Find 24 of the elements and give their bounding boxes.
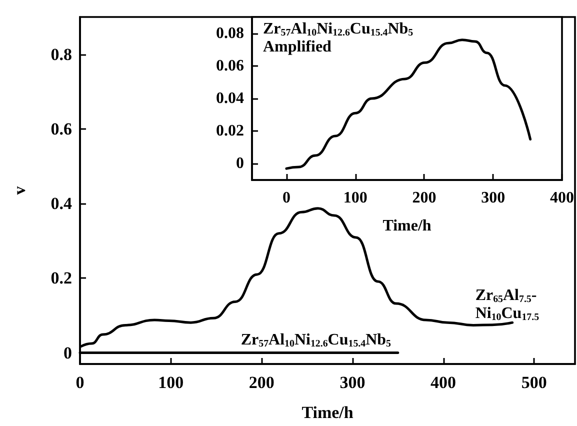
x-tick-label: 200 bbox=[412, 190, 436, 206]
y-tick-label: 0.08 bbox=[216, 24, 244, 42]
x-tick-label: 100 bbox=[343, 190, 368, 206]
x-tick-label: 500 bbox=[521, 373, 547, 392]
x-tick-label: 400 bbox=[550, 190, 574, 206]
y-tick-label: 0 bbox=[236, 155, 244, 172]
y-tick-label: 0.8 bbox=[50, 44, 72, 64]
y-axis-title: v bbox=[10, 186, 29, 195]
y-tick-label: 0.06 bbox=[216, 57, 244, 74]
x-axis-title: Time/h bbox=[382, 218, 432, 234]
x-tick-label: 0 bbox=[76, 373, 84, 392]
x-tick-label: 300 bbox=[481, 190, 506, 206]
y-tick-label: 0.2 bbox=[50, 268, 72, 288]
x-tick-label: 400 bbox=[430, 373, 456, 392]
x-tick-label: 100 bbox=[158, 373, 184, 392]
x-axis-title: Time/h bbox=[302, 403, 354, 422]
y-tick-label: 0.6 bbox=[50, 119, 72, 138]
x-tick-label: 300 bbox=[340, 373, 366, 392]
y-tick-label: 0.02 bbox=[216, 122, 244, 140]
y-tick-label: 0.04 bbox=[216, 90, 244, 107]
x-tick-label: 200 bbox=[248, 373, 274, 392]
x-tick-label: 0 bbox=[282, 190, 290, 206]
y-tick-label: 0.4 bbox=[50, 194, 72, 214]
y-tick-label: 0 bbox=[64, 343, 72, 362]
